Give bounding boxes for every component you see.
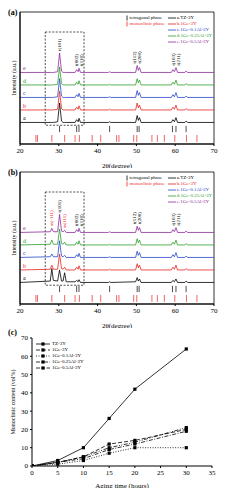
html-text:b.1Ge-3Y: b.1Ge-3Y [176, 181, 197, 186]
svg-text:d: d [23, 78, 26, 84]
svg-text:t(110): t(110) [79, 214, 84, 226]
svg-text:70: 70 [21, 334, 29, 342]
svg-text:30: 30 [55, 307, 63, 315]
svg-text:10: 10 [21, 444, 29, 452]
html-text:e.1Ge-0.5Al-3Y: e.1Ge-0.5Al-3Y [176, 199, 210, 204]
svg-text:20: 20 [131, 469, 139, 477]
svg-text:40: 40 [21, 389, 29, 397]
svg-text:20: 20 [17, 307, 25, 315]
svg-text:50: 50 [133, 307, 141, 315]
svg-text:e: e [23, 225, 26, 231]
html-text:b.1Ge-3Y: b.1Ge-3Y [176, 21, 197, 26]
svg-text:20: 20 [21, 426, 29, 434]
svg-text:t(200): t(200) [137, 51, 142, 64]
svg-text:d: d [23, 238, 26, 244]
html-text:tetragonal phase: tetragonal phase [129, 15, 163, 20]
svg-text:a: a [23, 275, 26, 281]
svg-text:40: 40 [94, 307, 102, 315]
html-text:a.TZ-3Y: a.TZ-3Y [176, 15, 195, 20]
html-text:(a): (a) [8, 8, 18, 17]
html-text:a.TZ-3Y: a.TZ-3Y [176, 175, 195, 180]
svg-text:10: 10 [80, 469, 88, 477]
html-text:d.1Ge-0.25Al-3Y: d.1Ge-0.25Al-3Y [176, 193, 212, 198]
svg-text:15: 15 [106, 469, 114, 477]
svg-text:60: 60 [172, 307, 180, 315]
svg-text:t(110): t(110) [79, 54, 84, 66]
html-text:monoclinic phase: monoclinic phase [129, 21, 165, 26]
svg-text:t(002): t(002) [74, 214, 79, 227]
html-text:(c): (c) [8, 328, 17, 337]
html-text:Intensity (a.u.): Intensity (a.u.) [10, 220, 17, 256]
svg-text:30: 30 [183, 469, 191, 477]
svg-text:70: 70 [211, 147, 219, 155]
svg-text:70: 70 [211, 307, 219, 315]
html-text:Monoclinic content (vol%): Monoclinic content (vol%) [9, 369, 16, 435]
html-text:monoclinic phase: monoclinic phase [129, 181, 165, 186]
svg-text:t(103): t(103) [171, 213, 176, 226]
html-text:tetragonal phase: tetragonal phase [129, 175, 163, 180]
svg-text:30: 30 [21, 408, 29, 416]
svg-text:a: a [23, 115, 26, 121]
html-text:TZ-3Y: TZ-3Y [52, 341, 66, 346]
svg-text:e: e [23, 65, 26, 71]
svg-text:m(-111): m(-111) [49, 210, 54, 226]
svg-text:5: 5 [56, 469, 60, 477]
html-text:e.1Ge-0.5Al-3Y: e.1Ge-0.5Al-3Y [176, 39, 210, 44]
svg-text:t(002): t(002) [74, 54, 79, 67]
svg-text:0: 0 [30, 469, 34, 477]
html-text:1Ge-0.5Al-3Y: 1Ge-0.5Al-3Y [52, 365, 81, 370]
svg-text:t(101): t(101) [57, 200, 62, 213]
svg-text:35: 35 [209, 469, 217, 477]
svg-text:c: c [23, 90, 26, 96]
html-text:1Ge-0.1Al-3Y: 1Ge-0.1Al-3Y [52, 353, 81, 358]
svg-text:c: c [23, 250, 26, 256]
svg-text:t(112): t(112) [132, 51, 137, 63]
svg-text:t(101): t(101) [57, 38, 62, 51]
svg-text:20: 20 [17, 147, 25, 155]
svg-text:60: 60 [172, 147, 180, 155]
svg-text:40: 40 [94, 147, 102, 155]
svg-text:0: 0 [25, 462, 29, 470]
svg-text:m(111): m(111) [62, 214, 67, 229]
svg-text:50: 50 [21, 371, 29, 379]
svg-text:60: 60 [21, 353, 29, 361]
html-text:d.1Ge-0.25Al-3Y: d.1Ge-0.25Al-3Y [176, 33, 212, 38]
svg-text:30: 30 [55, 147, 63, 155]
svg-text:t(211): t(211) [176, 213, 181, 225]
svg-text:t(211): t(211) [176, 53, 181, 65]
html-text:1Ge-0.25Al-3Y: 1Ge-0.25Al-3Y [52, 359, 84, 364]
svg-text:50: 50 [133, 147, 141, 155]
svg-text:t(103): t(103) [171, 53, 176, 66]
html-text:c.1Ge-0.1Al-3Y: c.1Ge-0.1Al-3Y [176, 187, 210, 192]
svg-text:b: b [23, 103, 26, 109]
svg-text:2θ(degree): 2θ(degree) [102, 322, 133, 328]
html-text:(b): (b) [8, 168, 18, 177]
svg-text:t(200): t(200) [137, 212, 142, 225]
svg-text:2θ(degree): 2θ(degree) [102, 162, 133, 168]
html-text:Intensity (a.u.): Intensity (a.u.) [10, 60, 17, 96]
html-text:c.1Ge-0.1Al-3Y: c.1Ge-0.1Al-3Y [176, 27, 210, 32]
svg-text:t(112): t(112) [132, 212, 137, 224]
html-text:1Ge-3Y: 1Ge-3Y [52, 347, 69, 352]
svg-text:Aging time (hours): Aging time (hours) [95, 482, 149, 488]
svg-text:25: 25 [157, 469, 165, 477]
svg-text:b: b [23, 263, 26, 269]
